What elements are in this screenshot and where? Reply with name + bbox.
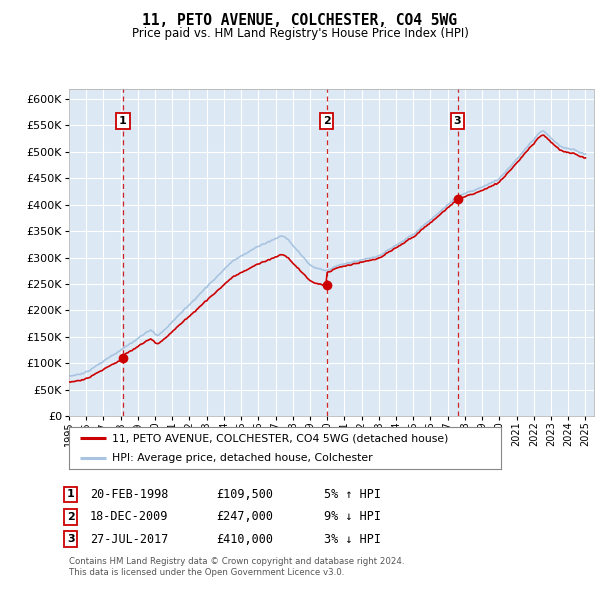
Text: 11, PETO AVENUE, COLCHESTER, CO4 5WG (detached house): 11, PETO AVENUE, COLCHESTER, CO4 5WG (de… [112, 434, 449, 444]
Text: 1: 1 [67, 490, 74, 499]
Text: 3% ↓ HPI: 3% ↓ HPI [324, 533, 381, 546]
Text: 2: 2 [67, 512, 74, 522]
Text: 5% ↑ HPI: 5% ↑ HPI [324, 488, 381, 501]
Text: Price paid vs. HM Land Registry's House Price Index (HPI): Price paid vs. HM Land Registry's House … [131, 27, 469, 40]
Text: 27-JUL-2017: 27-JUL-2017 [90, 533, 169, 546]
Text: £410,000: £410,000 [216, 533, 273, 546]
Text: This data is licensed under the Open Government Licence v3.0.: This data is licensed under the Open Gov… [69, 568, 344, 577]
Text: 20-FEB-1998: 20-FEB-1998 [90, 488, 169, 501]
Text: 2: 2 [323, 116, 331, 126]
Text: 18-DEC-2009: 18-DEC-2009 [90, 510, 169, 523]
Text: HPI: Average price, detached house, Colchester: HPI: Average price, detached house, Colc… [112, 454, 373, 463]
Text: £247,000: £247,000 [216, 510, 273, 523]
Text: 9% ↓ HPI: 9% ↓ HPI [324, 510, 381, 523]
Text: £109,500: £109,500 [216, 488, 273, 501]
Text: 11, PETO AVENUE, COLCHESTER, CO4 5WG: 11, PETO AVENUE, COLCHESTER, CO4 5WG [143, 13, 458, 28]
Text: Contains HM Land Registry data © Crown copyright and database right 2024.: Contains HM Land Registry data © Crown c… [69, 558, 404, 566]
Text: 1: 1 [119, 116, 127, 126]
Text: 3: 3 [454, 116, 461, 126]
Text: 3: 3 [67, 535, 74, 544]
